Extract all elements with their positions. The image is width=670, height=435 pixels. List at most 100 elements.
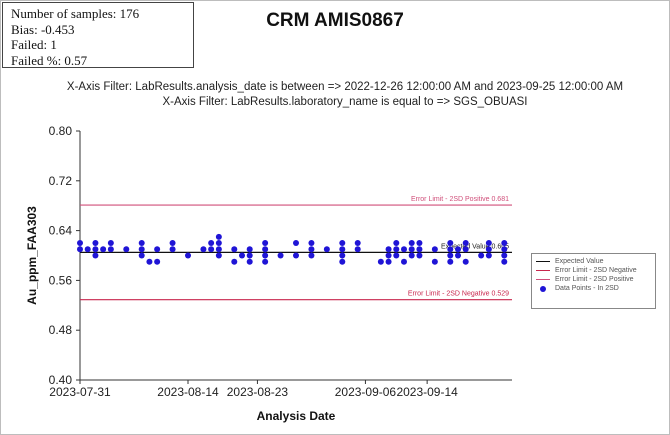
data-point bbox=[185, 252, 191, 259]
data-point bbox=[231, 246, 238, 253]
data-point bbox=[107, 240, 114, 247]
data-point bbox=[262, 252, 269, 259]
data-point bbox=[146, 258, 153, 265]
legend-label: Error Limit - 2SD Positive bbox=[555, 275, 634, 283]
y-tick-label: 0.80 bbox=[49, 124, 73, 138]
y-tick-label: 0.72 bbox=[49, 174, 73, 188]
data-point bbox=[416, 246, 423, 253]
chart-title: CRM AMIS0867 bbox=[266, 10, 404, 31]
legend-label: Error Limit - 2SD Negative bbox=[555, 266, 637, 274]
x-tick-label: 2023-07-31 bbox=[49, 385, 111, 399]
data-point bbox=[393, 246, 400, 253]
legend-line-icon bbox=[536, 275, 550, 283]
data-point bbox=[154, 246, 161, 253]
data-point bbox=[138, 246, 145, 253]
legend-dot-icon bbox=[536, 285, 550, 293]
data-point bbox=[447, 252, 454, 259]
data-point bbox=[393, 252, 400, 259]
stat-failed-pct: Failed %: 0.57 bbox=[11, 52, 88, 68]
stat-failed: Failed: 1 bbox=[11, 37, 57, 52]
data-point bbox=[208, 240, 215, 247]
data-point bbox=[501, 246, 508, 253]
stat-samples: Number of samples: 176 bbox=[11, 6, 140, 21]
data-point bbox=[431, 246, 438, 253]
filter-laboratory: X-Axis Filter: LabResults.laboratory_nam… bbox=[162, 96, 528, 108]
data-point bbox=[354, 246, 361, 253]
data-point bbox=[408, 240, 415, 247]
data-point bbox=[393, 240, 400, 247]
data-point bbox=[169, 240, 176, 247]
data-point bbox=[308, 246, 315, 253]
data-point bbox=[339, 240, 346, 247]
legend-line-icon bbox=[536, 266, 550, 274]
data-point bbox=[92, 252, 99, 259]
stat-bias: Bias: -0.453 bbox=[11, 21, 75, 37]
data-point bbox=[293, 240, 299, 247]
error-limit-2sd-positive-label: Error Limit - 2SD Positive 0.681 bbox=[411, 196, 509, 203]
data-point bbox=[462, 240, 469, 247]
data-point bbox=[455, 246, 461, 253]
data-point bbox=[84, 246, 91, 253]
legend-label: Expected Value bbox=[555, 257, 604, 265]
data-point bbox=[293, 252, 299, 259]
data-point bbox=[262, 246, 269, 253]
data-point bbox=[354, 240, 361, 247]
data-point bbox=[377, 258, 384, 265]
legend-label: Data Points - In 2SD bbox=[555, 285, 619, 293]
x-tick-label: 2023-09-06 bbox=[335, 385, 397, 399]
data-point bbox=[169, 246, 176, 253]
x-tick-label: 2023-08-23 bbox=[227, 385, 289, 399]
data-point bbox=[92, 246, 99, 253]
data-point bbox=[200, 246, 207, 253]
data-point bbox=[246, 246, 253, 253]
data-point bbox=[501, 240, 508, 247]
data-point bbox=[339, 258, 346, 265]
y-axis-label: Au_ppm_FAA303 bbox=[25, 206, 39, 305]
data-point bbox=[416, 252, 423, 259]
data-point bbox=[215, 233, 222, 240]
data-point bbox=[408, 246, 415, 253]
error-limit-2sd-negative-label: Error Limit - 2SD Negative 0.529 bbox=[408, 291, 509, 298]
data-point bbox=[385, 246, 392, 253]
data-point bbox=[107, 246, 114, 253]
data-point bbox=[215, 240, 222, 247]
data-point bbox=[77, 246, 83, 253]
data-point bbox=[462, 258, 469, 265]
data-point bbox=[401, 246, 407, 253]
data-point bbox=[154, 258, 161, 265]
y-tick-label: 0.64 bbox=[49, 224, 73, 238]
data-point bbox=[455, 252, 461, 259]
y-tick-label: 0.48 bbox=[49, 323, 73, 337]
data-point bbox=[239, 252, 245, 259]
data-point bbox=[501, 252, 508, 259]
data-point bbox=[138, 240, 145, 247]
y-tick-label: 0.40 bbox=[49, 373, 73, 387]
data-point bbox=[77, 240, 83, 247]
data-point bbox=[92, 240, 99, 247]
legend-item: Expected Value bbox=[536, 257, 655, 265]
data-point bbox=[485, 240, 492, 247]
y-tick-label: 0.56 bbox=[49, 273, 73, 287]
data-point bbox=[385, 252, 392, 259]
data-point bbox=[408, 252, 415, 259]
data-point bbox=[308, 240, 315, 247]
data-point bbox=[416, 240, 423, 247]
data-point bbox=[123, 246, 130, 253]
data-point bbox=[485, 246, 492, 253]
data-point bbox=[485, 252, 492, 259]
filter-date: X-Axis Filter: LabResults.analysis_date … bbox=[66, 81, 624, 93]
data-point bbox=[215, 246, 222, 253]
data-point bbox=[215, 252, 222, 259]
data-point bbox=[262, 240, 269, 247]
data-point bbox=[447, 240, 454, 247]
x-tick-label: 2023-08-14 bbox=[157, 385, 219, 399]
data-point bbox=[339, 246, 346, 253]
data-point bbox=[323, 246, 330, 253]
data-point bbox=[431, 258, 438, 265]
data-point bbox=[339, 252, 346, 259]
data-point bbox=[447, 246, 454, 253]
legend-item: Error Limit - 2SD Positive bbox=[536, 275, 655, 283]
data-point bbox=[308, 252, 315, 259]
x-tick-label: 2023-09-14 bbox=[396, 385, 458, 399]
